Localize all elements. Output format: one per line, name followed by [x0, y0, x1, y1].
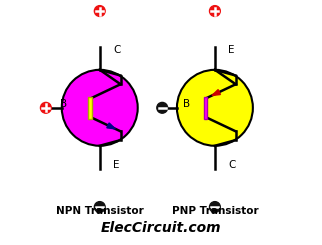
Circle shape	[41, 102, 51, 113]
Circle shape	[210, 6, 220, 16]
Text: ElecCircuit.com: ElecCircuit.com	[101, 221, 221, 235]
Polygon shape	[107, 123, 115, 129]
Text: B: B	[183, 99, 190, 109]
Circle shape	[210, 202, 220, 212]
Polygon shape	[212, 90, 221, 96]
Text: NPN Transistor: NPN Transistor	[56, 206, 144, 216]
Text: C: C	[228, 160, 236, 171]
Circle shape	[177, 70, 253, 146]
Circle shape	[94, 202, 105, 212]
Text: B: B	[60, 99, 67, 109]
Bar	[88, 97, 91, 119]
Bar	[204, 97, 207, 119]
Circle shape	[62, 70, 138, 146]
Circle shape	[94, 6, 105, 16]
Text: PNP Transistor: PNP Transistor	[172, 206, 258, 216]
Text: E: E	[113, 160, 120, 171]
Text: E: E	[228, 45, 235, 55]
Text: C: C	[113, 45, 121, 55]
Circle shape	[157, 102, 168, 113]
